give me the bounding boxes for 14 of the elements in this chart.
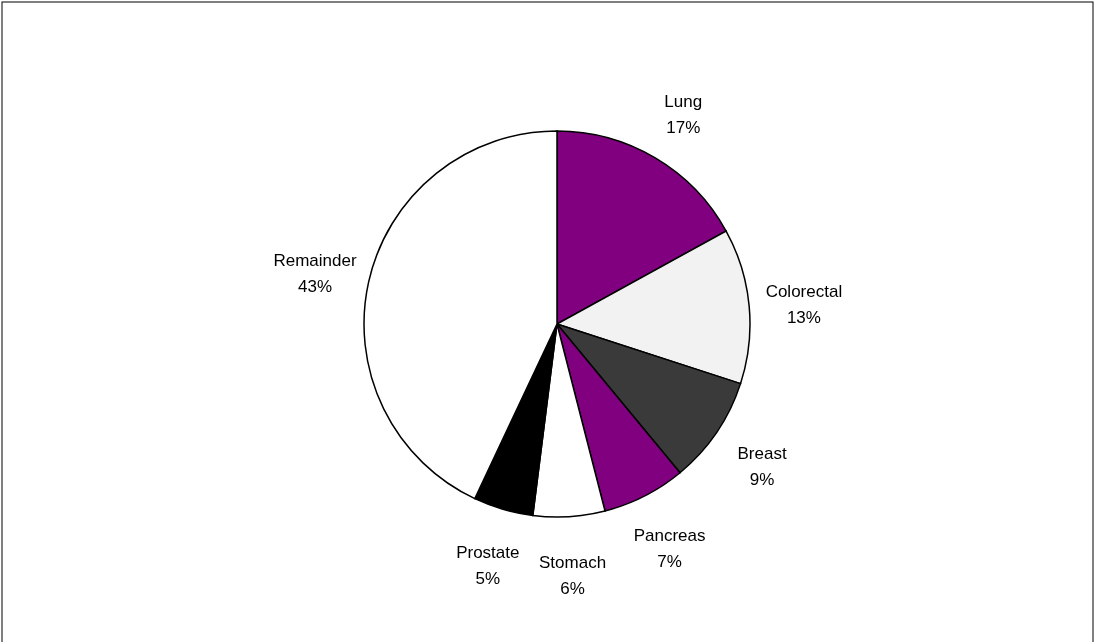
- slice-label: Prostate: [456, 543, 520, 563]
- data-label: 9%: [749, 470, 775, 490]
- data-label: 17%: [666, 117, 701, 137]
- slice-label: Stomach: [539, 552, 607, 572]
- data-label: 5%: [475, 569, 501, 589]
- slice-label: Breast: [737, 444, 787, 464]
- slice-label: Remainder: [273, 250, 357, 270]
- data-label: 13%: [786, 307, 821, 327]
- slice-label: Colorectal: [765, 281, 843, 301]
- data-label: 6%: [560, 578, 585, 598]
- slice-label: Pancreas: [633, 525, 706, 545]
- slice-label: Lung: [664, 91, 703, 111]
- data-label: 43%: [297, 276, 332, 296]
- data-label: 7%: [657, 551, 682, 571]
